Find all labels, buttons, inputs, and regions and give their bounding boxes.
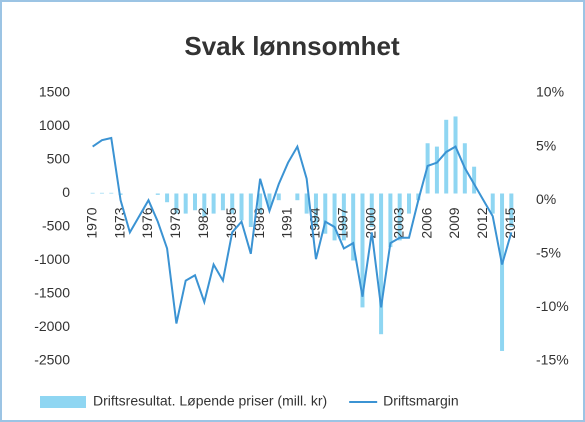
x-tick-label: 1982 bbox=[195, 207, 211, 238]
bar bbox=[258, 193, 263, 214]
x-tick-label: 2015 bbox=[502, 207, 518, 238]
bar bbox=[239, 193, 244, 221]
bar bbox=[109, 192, 114, 194]
bar bbox=[490, 193, 495, 214]
x-tick-label: 1985 bbox=[223, 207, 239, 238]
legend-label: Driftsmargin bbox=[383, 393, 458, 409]
bar bbox=[267, 193, 272, 207]
bar bbox=[248, 193, 253, 227]
bar bbox=[388, 193, 393, 248]
bar bbox=[313, 193, 318, 227]
bar bbox=[165, 193, 170, 203]
x-tick-label: 2003 bbox=[390, 207, 406, 238]
bar bbox=[509, 193, 514, 227]
chart-title: Svak lønnsomhet bbox=[184, 31, 400, 61]
y2-tick-label: -10% bbox=[536, 298, 569, 314]
y2-tick-label: 0% bbox=[536, 191, 556, 207]
y2-tick-label: 10% bbox=[536, 84, 564, 100]
bar bbox=[220, 193, 225, 211]
x-tick-label: 2000 bbox=[362, 207, 378, 238]
bar bbox=[360, 193, 365, 308]
bar bbox=[295, 193, 300, 201]
bar bbox=[397, 193, 402, 241]
bar bbox=[304, 193, 309, 214]
x-tick-label: 2006 bbox=[418, 207, 434, 238]
x-tick-label: 1973 bbox=[111, 207, 127, 238]
y-tick-label: -2000 bbox=[34, 318, 70, 334]
bar bbox=[276, 193, 281, 201]
y-tick-label: 1000 bbox=[39, 117, 70, 133]
bar bbox=[444, 119, 449, 194]
bar bbox=[211, 193, 216, 214]
bar bbox=[369, 193, 374, 227]
x-tick-label: 2009 bbox=[446, 207, 462, 238]
bar bbox=[183, 193, 188, 214]
bar bbox=[407, 193, 411, 214]
y-tick-label: -1500 bbox=[34, 285, 70, 301]
x-tick-label: 2012 bbox=[474, 207, 490, 238]
x-tick-label: 1970 bbox=[83, 207, 99, 238]
y-tick-label: 1500 bbox=[39, 84, 70, 100]
bar bbox=[193, 193, 197, 211]
bar bbox=[230, 193, 235, 214]
y-tick-label: -2500 bbox=[34, 352, 70, 368]
legend-label: Driftsresultat. Løpende priser (mill. kr… bbox=[93, 393, 327, 409]
x-tick-label: 1997 bbox=[335, 207, 351, 238]
x-tick-label: 1994 bbox=[307, 207, 323, 238]
y2-tick-label: -5% bbox=[536, 245, 561, 261]
x-tick-label: 1976 bbox=[139, 207, 155, 238]
y-tick-label: -1000 bbox=[34, 251, 70, 267]
y-tick-label: -500 bbox=[42, 218, 70, 234]
y-tick-label: 500 bbox=[47, 151, 71, 167]
bar bbox=[90, 192, 95, 194]
bar bbox=[174, 193, 179, 214]
bar bbox=[472, 166, 477, 194]
bar bbox=[500, 193, 505, 351]
bar bbox=[434, 146, 439, 194]
y2-tick-label: -15% bbox=[536, 352, 569, 368]
x-tick-label: 1991 bbox=[279, 207, 295, 238]
y2-tick-label: 5% bbox=[536, 137, 556, 153]
line bbox=[92, 136, 513, 324]
legend-swatch bbox=[40, 396, 86, 408]
bar bbox=[155, 193, 160, 195]
x-tick-label: 1979 bbox=[167, 207, 183, 238]
bar bbox=[202, 193, 207, 217]
bar bbox=[351, 193, 356, 261]
bar bbox=[332, 193, 337, 241]
bar bbox=[341, 193, 346, 241]
bar bbox=[379, 193, 384, 335]
y-tick-label: 0 bbox=[62, 184, 70, 200]
bar bbox=[99, 192, 104, 194]
bar bbox=[323, 193, 328, 234]
bar bbox=[453, 116, 458, 194]
